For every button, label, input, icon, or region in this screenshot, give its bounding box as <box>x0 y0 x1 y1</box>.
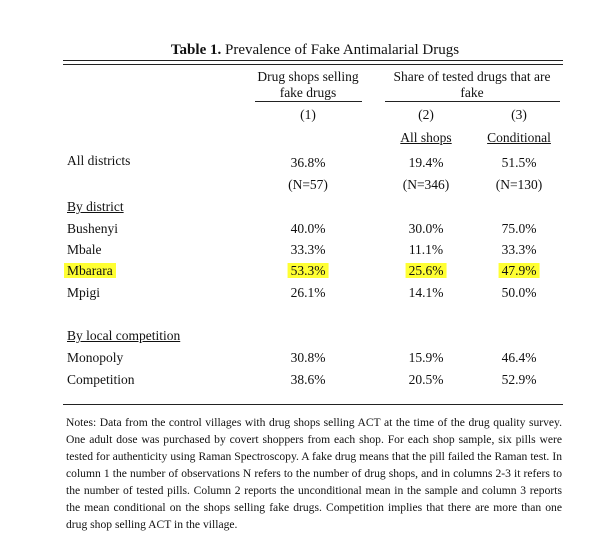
row-label-monopoly: Monopoly <box>67 350 124 365</box>
top-rule <box>63 60 563 61</box>
col2-subheader: All shops <box>400 130 452 145</box>
mbarara-v2: 25.6% <box>405 263 447 279</box>
monopoly-v3: 46.4% <box>501 350 537 365</box>
competition-v1: 38.6% <box>290 372 326 387</box>
table-title: Table 1. Prevalence of Fake Antimalarial… <box>171 42 459 59</box>
col1-header-line2: fake drugs <box>279 85 337 100</box>
all-v3: 51.5% <box>501 155 537 170</box>
col3-subheader: Conditional <box>487 130 551 145</box>
table-notes: Notes: Data from the control villages wi… <box>66 416 562 531</box>
col23-header-rule <box>385 101 560 102</box>
row-label-all-districts: All districts <box>67 153 131 168</box>
all-n1: (N=57) <box>288 177 328 192</box>
bushenyi-v1: 40.0% <box>290 221 326 236</box>
row-label-mbarara: Mbarara <box>64 263 116 279</box>
monopoly-v1: 30.8% <box>290 350 326 365</box>
mbale-v3: 33.3% <box>501 242 537 257</box>
col1-number: (1) <box>300 107 316 122</box>
mpigi-v1: 26.1% <box>290 285 326 300</box>
bushenyi-v3: 75.0% <box>501 221 537 236</box>
col23-header-line2: fake <box>460 85 484 100</box>
all-v1: 36.8% <box>290 155 326 170</box>
col2-number: (2) <box>418 107 434 122</box>
mbarara-v1: 53.3% <box>287 263 329 279</box>
mbarara-v2-highlight: 25.6% <box>405 263 447 278</box>
col23-header-line1: Share of tested drugs that are <box>393 69 551 84</box>
mbarara-v3: 47.9% <box>498 263 540 279</box>
monopoly-v2: 15.9% <box>408 350 444 365</box>
competition-v2: 20.5% <box>408 372 444 387</box>
mbarara-label-highlight: Mbarara <box>64 263 116 278</box>
mpigi-v2: 14.1% <box>408 285 444 300</box>
mbarara-v1-highlight: 53.3% <box>287 263 329 278</box>
section-by-district: By district <box>67 199 124 214</box>
section-by-competition: By local competition <box>67 328 181 343</box>
mbale-v2: 11.1% <box>408 242 444 257</box>
top-rule-2 <box>63 64 563 65</box>
mbale-v1: 33.3% <box>290 242 326 257</box>
table-number: Table 1. <box>170 42 222 58</box>
table-title-text: Prevalence of Fake Antimalarial Drugs <box>224 42 460 58</box>
col3-number: (3) <box>511 107 527 122</box>
row-label-bushenyi: Bushenyi <box>67 221 119 236</box>
bottom-rule <box>63 404 563 405</box>
all-n3: (N=130) <box>495 177 543 192</box>
row-label-competition: Competition <box>67 372 135 387</box>
col1-header-rule <box>255 101 362 102</box>
mbarara-v3-highlight: 47.9% <box>498 263 540 278</box>
competition-v3: 52.9% <box>501 372 537 387</box>
mpigi-v3: 50.0% <box>501 285 537 300</box>
row-label-mbale: Mbale <box>67 242 102 257</box>
all-v2: 19.4% <box>408 155 444 170</box>
row-label-mpigi: Mpigi <box>67 285 101 300</box>
all-n2: (N=346) <box>402 177 450 192</box>
col1-header-line1: Drug shops selling <box>257 69 359 84</box>
bushenyi-v2: 30.0% <box>408 221 444 236</box>
